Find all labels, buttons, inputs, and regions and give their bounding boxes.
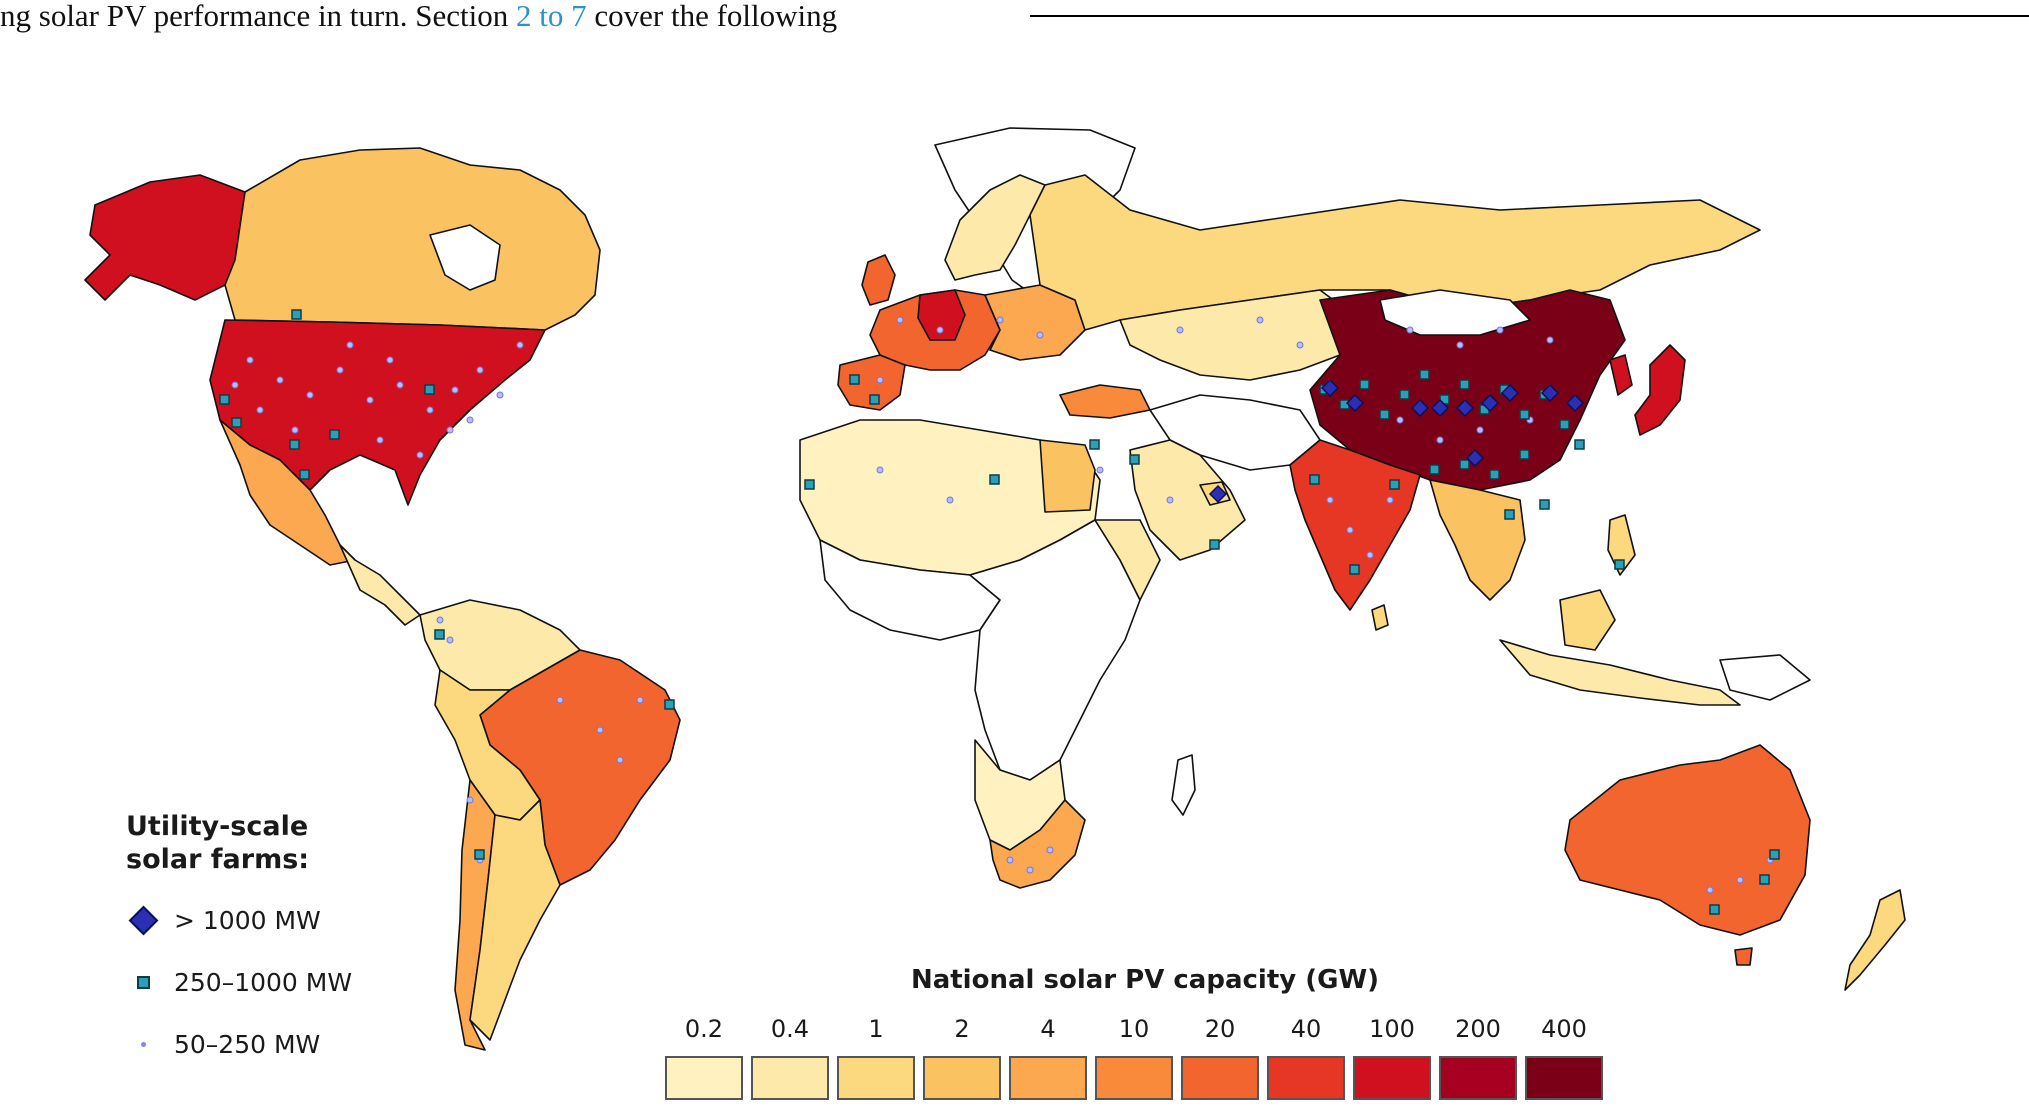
- new-zealand: [1844, 889, 1906, 991]
- borneo: [1559, 589, 1616, 651]
- scale-bin-label: 400: [1541, 1015, 1587, 1043]
- argentina: [469, 799, 561, 1041]
- madagascar: [1171, 754, 1196, 816]
- central-africa: [969, 519, 1141, 781]
- scale-bin-swatch: [1353, 1056, 1431, 1100]
- legend-label-medium: 250–1000 MW: [174, 967, 353, 997]
- medium-farm-squares: [219, 309, 1780, 915]
- canada: [224, 147, 601, 331]
- china: [1309, 289, 1626, 491]
- scale-bin: 0.2: [664, 1012, 744, 1100]
- scale-bin: 0.4: [750, 1012, 830, 1100]
- germany: [917, 289, 966, 341]
- scale-bin-swatch: [1181, 1056, 1259, 1100]
- uk: [861, 254, 896, 306]
- legend-item-large: > 1000 MW: [126, 903, 321, 937]
- square-icon: [126, 975, 160, 989]
- color-scale: 0.2 0.4 1 2 4 10 20 40 100 200 400: [664, 1012, 1610, 1100]
- body-text-before-link: ng solar PV performance in turn. Section: [0, 0, 516, 33]
- farm-legend-title-line1: Utility-scale: [126, 811, 309, 842]
- legend-label-small: 50–250 MW: [174, 1029, 321, 1059]
- legend-item-medium: 250–1000 MW: [126, 965, 352, 999]
- scale-bin-label: 1: [868, 1015, 884, 1043]
- scale-bin-label: 10: [1118, 1015, 1150, 1043]
- scale-bin: 400: [1524, 1012, 1604, 1100]
- alaska: [84, 174, 246, 301]
- turkey: [1059, 384, 1151, 419]
- scale-bin: 40: [1266, 1012, 1346, 1100]
- ethiopia: [1094, 519, 1161, 601]
- sri-lanka: [1371, 604, 1389, 631]
- scale-bin-label: 40: [1290, 1015, 1322, 1043]
- scale-bin-swatch: [751, 1056, 829, 1100]
- southeast-asia: [1429, 479, 1526, 601]
- dot-icon: [126, 1041, 160, 1047]
- table-rule: [1030, 15, 2029, 17]
- scale-bin-label: 200: [1455, 1015, 1501, 1043]
- legend-item-small: 50–250 MW: [126, 1027, 320, 1061]
- scale-bin-swatch: [1439, 1056, 1517, 1100]
- scale-bin-swatch: [1009, 1056, 1087, 1100]
- south-africa: [989, 799, 1086, 889]
- scale-bin: 2: [922, 1012, 1002, 1100]
- color-scale-title: National solar PV capacity (GW): [910, 965, 1380, 995]
- australia: [1564, 744, 1811, 936]
- section-link[interactable]: 2 to 7: [515, 0, 587, 33]
- scale-bin-swatch: [1525, 1056, 1603, 1100]
- farm-legend-title: Utility-scale solar farms:: [126, 810, 309, 876]
- hudson-bay: [429, 224, 501, 291]
- scale-bin: 4: [1008, 1012, 1088, 1100]
- legend-label-large: > 1000 MW: [174, 905, 321, 935]
- scale-bin-label: 0.4: [770, 1015, 810, 1043]
- scale-bin: 100: [1352, 1012, 1432, 1100]
- scale-bin: 200: [1438, 1012, 1518, 1100]
- scale-bin-label: 20: [1204, 1015, 1236, 1043]
- egypt: [1039, 439, 1096, 513]
- arabia: [1129, 439, 1246, 561]
- tasmania: [1734, 947, 1753, 966]
- small-farm-dots: [231, 316, 1774, 894]
- scale-bin-swatch: [665, 1056, 743, 1100]
- indonesia: [1499, 639, 1741, 706]
- scale-bin-label: 0.2: [684, 1015, 724, 1043]
- central-america: [339, 544, 421, 626]
- scale-bin: 1: [836, 1012, 916, 1100]
- large-farm-diamonds: [1208, 378, 1585, 504]
- scale-bin-label: 2: [954, 1015, 970, 1043]
- body-text-after-link: cover the following: [586, 0, 838, 33]
- body-text-line: ng solar PV performance in turn. Section…: [0, 0, 837, 31]
- scale-bin: 20: [1180, 1012, 1260, 1100]
- scale-bin: 10: [1094, 1012, 1174, 1100]
- mongolia: [1379, 289, 1531, 336]
- farm-legend-title-line2: solar farms:: [126, 844, 310, 875]
- japan: [1634, 344, 1686, 436]
- diamond-icon: [126, 905, 160, 935]
- scale-bin-swatch: [1095, 1056, 1173, 1100]
- central-asia: [1119, 289, 1361, 381]
- scale-bin-label: 100: [1369, 1015, 1415, 1043]
- papua: [1719, 654, 1811, 701]
- korea: [1609, 354, 1633, 396]
- scale-bin-swatch: [837, 1056, 915, 1100]
- scale-bin-swatch: [923, 1056, 1001, 1100]
- india: [1289, 439, 1421, 611]
- scale-bin-swatch: [1267, 1056, 1345, 1100]
- scale-bin-label: 4: [1040, 1015, 1056, 1043]
